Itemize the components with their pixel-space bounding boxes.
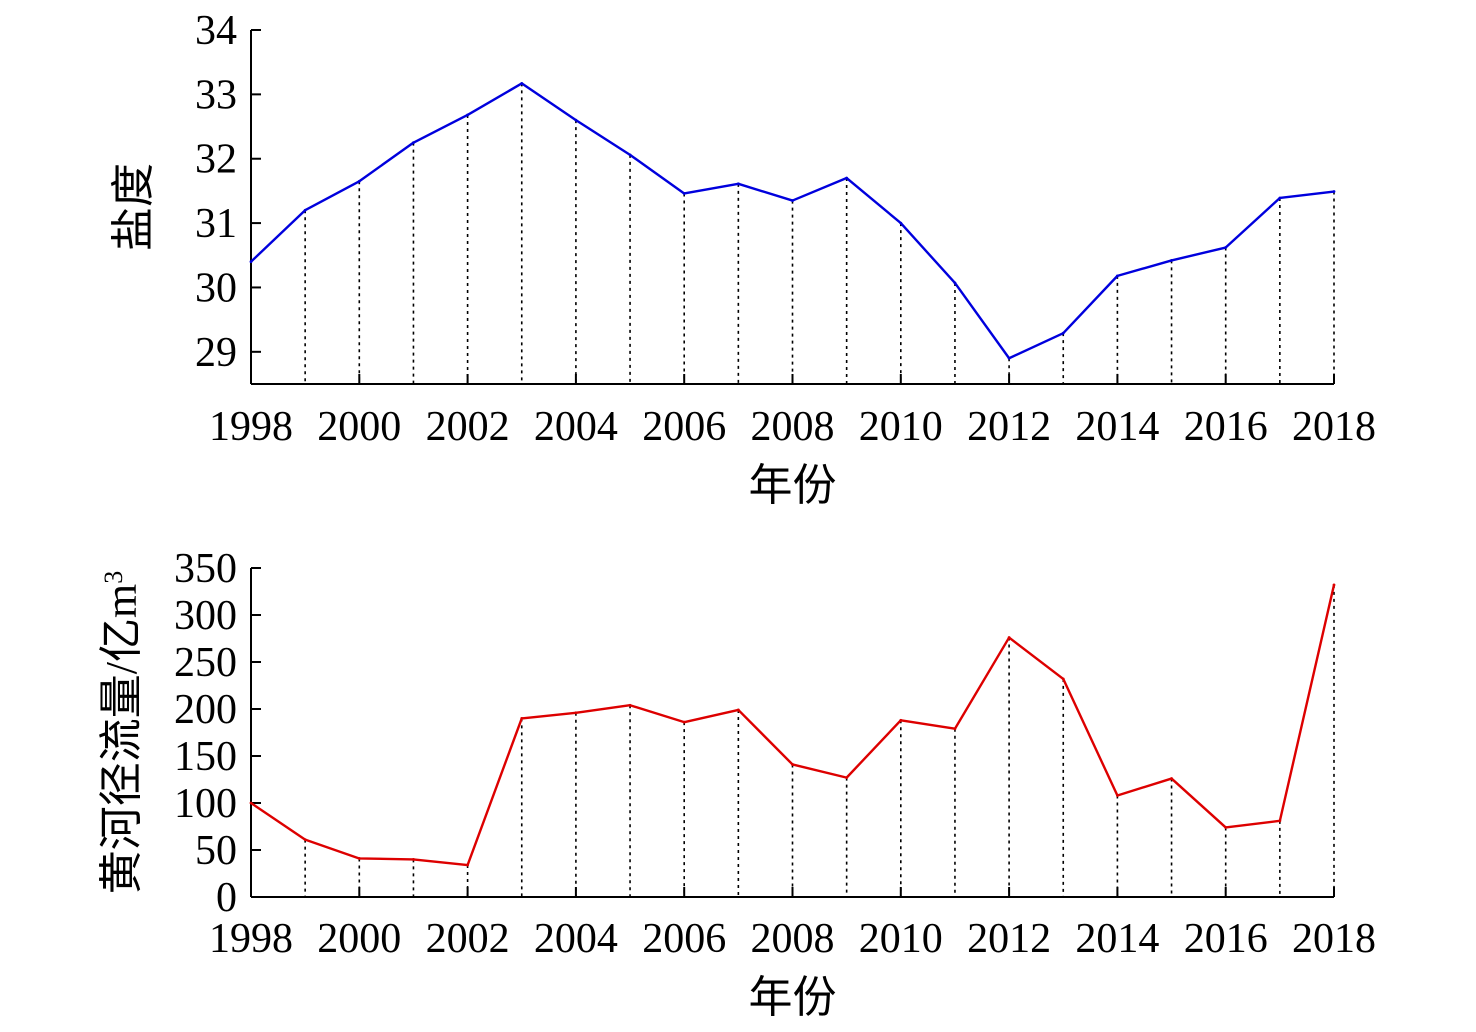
salinity-y-tick-label: 34 <box>195 8 237 54</box>
runoff-x-tick-label: 2002 <box>426 916 510 962</box>
salinity-drop-lines <box>304 83 1335 384</box>
runoff-point-2009 <box>845 776 849 780</box>
runoff-point-2006 <box>682 720 686 724</box>
runoff-y-tick-label: 0 <box>216 875 237 921</box>
salinity-point-1998 <box>249 260 253 264</box>
salinity-y-tick-label: 32 <box>195 137 237 183</box>
runoff-point-2014 <box>1116 794 1119 797</box>
salinity-point-2002 <box>466 113 469 117</box>
salinity-point-2003 <box>520 82 524 85</box>
salinity-point-2017 <box>1278 196 1282 200</box>
runoff-point-2010 <box>899 718 903 722</box>
runoff-x-axis-title: 年份 <box>749 973 837 1022</box>
runoff-point-2007 <box>736 708 740 712</box>
salinity-series <box>249 82 1336 360</box>
runoff-y-tick-label: 200 <box>174 687 237 733</box>
runoff-point-2004 <box>574 711 578 715</box>
runoff-x-tick-label: 2010 <box>859 916 943 962</box>
runoff-point-2016 <box>1224 826 1228 829</box>
salinity-x-tick-label: 2002 <box>426 404 510 450</box>
runoff-x-tick-label: 2008 <box>751 916 835 962</box>
salinity-point-1999 <box>303 208 307 212</box>
runoff-series <box>249 583 1336 867</box>
salinity-x-tick-label: 2010 <box>859 404 943 450</box>
runoff-axes <box>250 568 1334 898</box>
salinity-point-2013 <box>1061 331 1065 335</box>
runoff-x-tick-label: 2012 <box>967 916 1051 962</box>
runoff-x-tick-label: 2004 <box>534 916 618 962</box>
salinity-point-2008 <box>791 199 794 202</box>
salinity-point-2006 <box>682 192 686 195</box>
runoff-point-2001 <box>412 858 415 861</box>
runoff-y-tick-label: 150 <box>174 734 237 780</box>
runoff-y-axis-title-superscript: 3 <box>99 571 128 584</box>
runoff-y-axis-title-main: 黄河径流量/亿m <box>97 584 146 894</box>
salinity-point-2000 <box>357 179 361 183</box>
runoff-x-tick-label: 1998 <box>209 916 293 962</box>
salinity-x-tick-label: 2008 <box>751 404 835 450</box>
runoff-x-tick-label: 2000 <box>317 916 401 962</box>
salinity-x-tick-label: 2016 <box>1184 404 1268 450</box>
salinity-y-tick-label: 29 <box>195 330 237 376</box>
salinity-x-axis-title: 年份 <box>749 461 837 510</box>
runoff-x-tick-label: 2014 <box>1075 916 1159 962</box>
salinity-point-2014 <box>1116 274 1119 278</box>
runoff-point-2003 <box>520 717 524 720</box>
runoff-drop-lines <box>304 584 1335 897</box>
salinity-y-tick-label: 30 <box>195 265 237 311</box>
runoff-point-1999 <box>303 838 307 842</box>
salinity-point-2012 <box>1007 356 1011 360</box>
runoff-point-2011 <box>953 727 957 731</box>
salinity-x-tick-label: 1998 <box>209 404 293 450</box>
salinity-point-2018 <box>1332 190 1336 193</box>
runoff-y-tick-label: 350 <box>174 546 237 592</box>
salinity-x-tick-label: 2006 <box>642 404 726 450</box>
runoff-point-1998 <box>249 801 253 805</box>
runoff-point-2008 <box>791 763 794 766</box>
runoff-point-2002 <box>466 863 469 867</box>
salinity-x-tick-label: 2012 <box>967 404 1051 450</box>
salinity-point-2010 <box>899 221 903 225</box>
salinity-point-2016 <box>1224 246 1228 249</box>
runoff-y-tick-label: 300 <box>174 593 237 639</box>
runoff-point-2012 <box>1007 636 1011 639</box>
salinity-chart: 29 30 31 32 33 34 1998 2000 2002 2004 2006 2008 201… <box>109 8 1376 510</box>
runoff-y-tick-label: 100 <box>174 781 237 827</box>
runoff-x-tick-label: 2006 <box>642 916 726 962</box>
runoff-point-2000 <box>357 857 361 860</box>
runoff-x-ticks: 1998 2000 2002 2004 2006 2008 2010 2012 2014 2016… <box>209 887 1376 962</box>
salinity-x-tick-label: 2018 <box>1292 404 1376 450</box>
runoff-x-tick-label: 2016 <box>1184 916 1268 962</box>
runoff-x-tick-label: 2018 <box>1292 916 1376 962</box>
runoff-point-2005 <box>628 703 632 707</box>
salinity-x-tick-label: 2000 <box>317 404 401 450</box>
runoff-point-2017 <box>1278 819 1282 823</box>
runoff-point-2015 <box>1170 777 1173 780</box>
salinity-point-2015 <box>1170 259 1173 262</box>
runoff-point-2013 <box>1061 677 1065 681</box>
runoff-y-axis-title: 黄河径流量/亿m3 <box>97 571 146 894</box>
salinity-x-tick-label: 2004 <box>534 404 618 450</box>
runoff-point-2018 <box>1332 583 1336 587</box>
salinity-point-2007 <box>736 182 740 186</box>
salinity-x-tick-label: 2014 <box>1075 404 1159 450</box>
salinity-point-2009 <box>845 176 849 180</box>
salinity-y-tick-label: 33 <box>195 72 237 118</box>
salinity-point-2005 <box>628 153 632 157</box>
salinity-x-ticks: 1998 2000 2002 2004 2006 2008 2010 2012 2014 2016… <box>209 374 1376 450</box>
salinity-y-axis-title: 盐度 <box>109 163 158 251</box>
runoff-y-tick-label: 250 <box>174 640 237 686</box>
salinity-point-2011 <box>953 281 957 285</box>
salinity-y-tick-label: 31 <box>195 201 237 247</box>
runoff-y-tick-label: 50 <box>195 828 237 874</box>
salinity-y-ticks: 29 30 31 32 33 34 <box>195 8 261 376</box>
salinity-point-2001 <box>412 141 415 145</box>
salinity-point-2004 <box>574 118 578 122</box>
